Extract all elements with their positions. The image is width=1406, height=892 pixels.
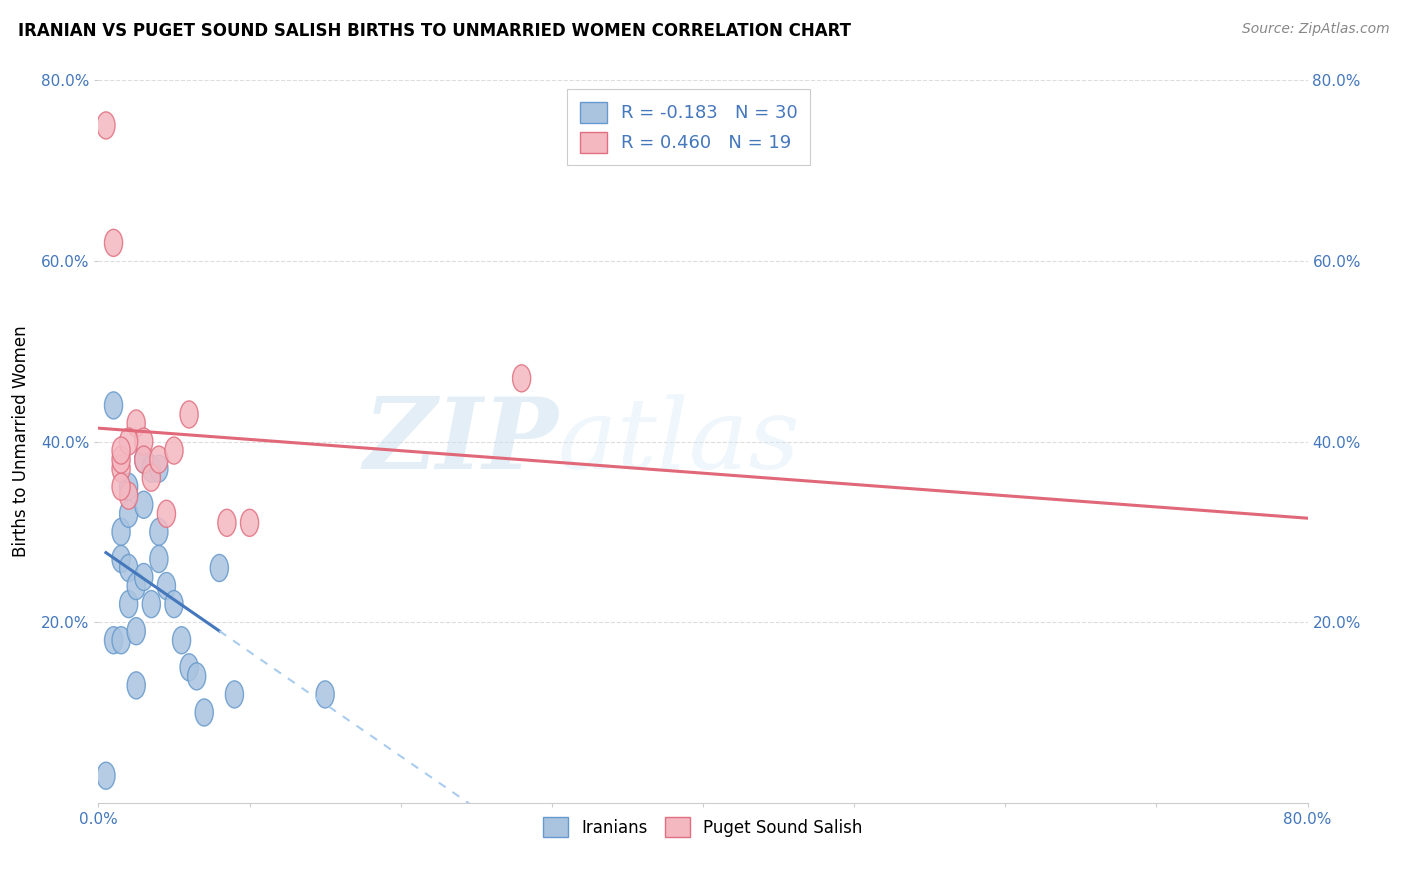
Ellipse shape — [135, 446, 153, 473]
Ellipse shape — [187, 663, 205, 690]
Ellipse shape — [150, 545, 167, 573]
Ellipse shape — [120, 500, 138, 527]
Ellipse shape — [120, 428, 138, 455]
Ellipse shape — [104, 229, 122, 256]
Legend: Iranians, Puget Sound Salish: Iranians, Puget Sound Salish — [536, 809, 870, 845]
Ellipse shape — [112, 446, 131, 473]
Ellipse shape — [157, 573, 176, 599]
Ellipse shape — [104, 627, 122, 654]
Ellipse shape — [127, 672, 145, 699]
Ellipse shape — [112, 545, 131, 573]
Ellipse shape — [157, 500, 176, 527]
Ellipse shape — [173, 627, 191, 654]
Ellipse shape — [127, 410, 145, 437]
Ellipse shape — [225, 681, 243, 708]
Ellipse shape — [127, 617, 145, 645]
Ellipse shape — [135, 564, 153, 591]
Ellipse shape — [127, 573, 145, 599]
Ellipse shape — [240, 509, 259, 536]
Text: IRANIAN VS PUGET SOUND SALISH BIRTHS TO UNMARRIED WOMEN CORRELATION CHART: IRANIAN VS PUGET SOUND SALISH BIRTHS TO … — [18, 22, 851, 40]
Ellipse shape — [165, 437, 183, 464]
Ellipse shape — [150, 518, 167, 545]
Ellipse shape — [112, 455, 131, 483]
Text: atlas: atlas — [558, 394, 800, 489]
Ellipse shape — [120, 591, 138, 617]
Ellipse shape — [120, 473, 138, 500]
Y-axis label: Births to Unmarried Women: Births to Unmarried Women — [11, 326, 30, 558]
Ellipse shape — [165, 591, 183, 617]
Ellipse shape — [135, 446, 153, 473]
Ellipse shape — [513, 365, 530, 392]
Ellipse shape — [135, 428, 153, 455]
Ellipse shape — [142, 591, 160, 617]
Text: ZIP: ZIP — [363, 393, 558, 490]
Ellipse shape — [135, 491, 153, 518]
Ellipse shape — [142, 455, 160, 483]
Ellipse shape — [180, 654, 198, 681]
Ellipse shape — [97, 762, 115, 789]
Ellipse shape — [180, 401, 198, 428]
Ellipse shape — [104, 392, 122, 419]
Ellipse shape — [211, 555, 228, 582]
Ellipse shape — [316, 681, 335, 708]
Ellipse shape — [150, 455, 167, 483]
Ellipse shape — [120, 483, 138, 509]
Ellipse shape — [218, 509, 236, 536]
Ellipse shape — [120, 555, 138, 582]
Ellipse shape — [112, 473, 131, 500]
Ellipse shape — [150, 446, 167, 473]
Ellipse shape — [112, 437, 131, 464]
Ellipse shape — [112, 627, 131, 654]
Ellipse shape — [195, 699, 214, 726]
Text: Source: ZipAtlas.com: Source: ZipAtlas.com — [1241, 22, 1389, 37]
Ellipse shape — [97, 112, 115, 139]
Ellipse shape — [142, 464, 160, 491]
Ellipse shape — [112, 518, 131, 545]
